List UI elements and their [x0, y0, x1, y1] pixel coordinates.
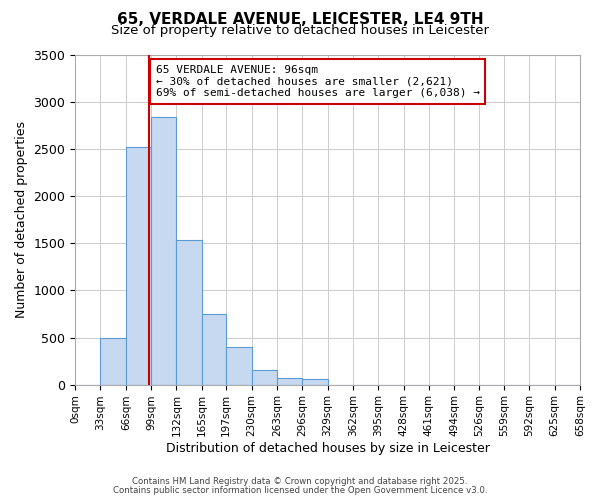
Y-axis label: Number of detached properties: Number of detached properties	[15, 122, 28, 318]
Bar	[126, 148, 151, 384]
Bar	[202, 314, 226, 384]
Text: 65, VERDALE AVENUE, LEICESTER, LE4 9TH: 65, VERDALE AVENUE, LEICESTER, LE4 9TH	[116, 12, 484, 28]
Bar	[251, 370, 277, 384]
Text: Contains HM Land Registry data © Crown copyright and database right 2025.: Contains HM Land Registry data © Crown c…	[132, 477, 468, 486]
Bar	[151, 117, 176, 384]
Bar	[226, 347, 251, 385]
Bar	[100, 338, 126, 384]
Text: Contains public sector information licensed under the Open Government Licence v3: Contains public sector information licen…	[113, 486, 487, 495]
Bar	[302, 380, 328, 384]
X-axis label: Distribution of detached houses by size in Leicester: Distribution of detached houses by size …	[166, 442, 490, 455]
Text: Size of property relative to detached houses in Leicester: Size of property relative to detached ho…	[111, 24, 489, 37]
Text: 65 VERDALE AVENUE: 96sqm
← 30% of detached houses are smaller (2,621)
69% of sem: 65 VERDALE AVENUE: 96sqm ← 30% of detach…	[156, 65, 480, 98]
Bar	[176, 240, 202, 384]
Bar	[277, 378, 302, 384]
